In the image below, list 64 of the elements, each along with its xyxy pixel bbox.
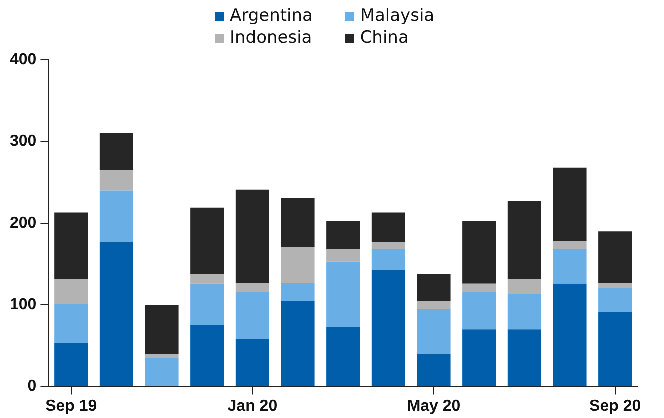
bar (598, 283, 632, 288)
x-tick-label: Jan 20 (228, 398, 278, 415)
bar (100, 170, 134, 191)
y-tick-label: 300 (10, 133, 37, 150)
bar (190, 326, 224, 386)
bar (326, 250, 360, 262)
bar (236, 292, 270, 340)
bar (462, 284, 496, 292)
bar (281, 283, 315, 302)
bar (145, 305, 179, 354)
legend-label: China (360, 28, 409, 48)
bar (372, 212, 406, 242)
bar (326, 327, 360, 386)
bar (417, 309, 451, 354)
y-tick-label: 100 (10, 296, 37, 314)
bar (100, 190, 134, 242)
bar (54, 278, 88, 304)
bar (508, 278, 542, 294)
bar (553, 284, 587, 386)
x-tick-label: Sep 19 (46, 398, 98, 415)
bar (553, 250, 587, 284)
bar (598, 288, 632, 312)
y-tick-label: 200 (10, 214, 37, 232)
bar (281, 198, 315, 248)
bar (598, 312, 632, 386)
bar (508, 294, 542, 330)
bar (190, 274, 224, 284)
bar (236, 339, 270, 386)
bar (508, 201, 542, 279)
y-tick-label: 0 (28, 378, 37, 396)
bar (100, 242, 134, 386)
bar (100, 134, 134, 170)
bar (281, 301, 315, 386)
bar (326, 262, 360, 328)
bar (54, 212, 88, 279)
bar (145, 354, 179, 358)
bar (236, 283, 270, 292)
bar (372, 270, 406, 386)
bar (553, 168, 587, 242)
bar (417, 301, 451, 310)
bar (190, 208, 224, 274)
bar (190, 284, 224, 326)
bar (54, 304, 88, 344)
legend-label: Malaysia (360, 6, 435, 26)
bar (417, 354, 451, 386)
bar (326, 220, 360, 250)
x-tick-label: Sep 20 (590, 398, 642, 415)
legend-label: Argentina (230, 6, 313, 26)
bar (145, 358, 179, 386)
bar (553, 241, 587, 250)
bar (417, 274, 451, 302)
bar (462, 330, 496, 386)
y-tick-label: 400 (10, 51, 37, 68)
bar (236, 190, 270, 284)
legend-label: Indonesia (230, 28, 312, 48)
bar (54, 344, 88, 386)
bar (462, 220, 496, 284)
bar (598, 232, 632, 284)
x-tick-label: May 20 (407, 398, 461, 415)
bar (372, 242, 406, 250)
bar (462, 292, 496, 330)
bar (281, 247, 315, 284)
bar (372, 250, 406, 270)
bar (508, 330, 542, 386)
